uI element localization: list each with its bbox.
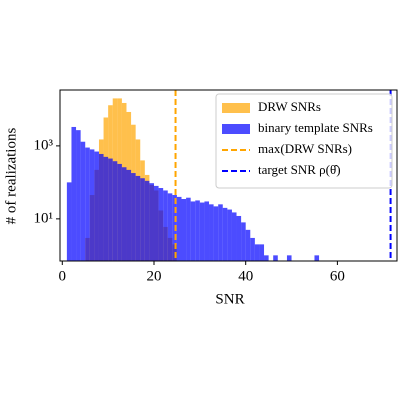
histogram-bar [213, 206, 219, 261]
histogram-bar [71, 126, 77, 261]
histogram-bar [80, 141, 86, 261]
legend-label: binary template SNRs [258, 120, 373, 135]
histogram-bar [254, 244, 260, 261]
histogram-bar [245, 229, 251, 261]
histogram-bar [85, 147, 90, 261]
histogram-bar [112, 161, 118, 261]
histogram-bar [227, 209, 232, 261]
histogram-bar [167, 193, 173, 261]
histogram-bar [195, 200, 200, 261]
histogram-bar [89, 149, 95, 261]
x-tick-label: 60 [330, 268, 345, 284]
histogram-bar [181, 199, 187, 261]
histogram-bar [190, 201, 196, 261]
histogram-bar [250, 237, 255, 261]
histogram-bar [149, 183, 154, 261]
histogram-bar [140, 178, 145, 261]
y-axis-label: # of realizations [3, 128, 19, 225]
histogram-bar [314, 255, 320, 261]
histogram-bar [98, 153, 104, 261]
histogram-bar [117, 163, 122, 261]
histogram-bar [121, 167, 127, 261]
x-tick-label: 0 [59, 268, 67, 284]
histogram-bar [163, 190, 168, 261]
histogram-bar [144, 180, 150, 261]
plot-frame [59, 89, 398, 262]
histogram-bar [241, 222, 246, 261]
y-tick-label: 10¹ [34, 210, 54, 226]
histogram-bar [103, 156, 109, 261]
histogram-bar [186, 197, 191, 261]
histogram-bar [209, 204, 214, 261]
histogram-bar [222, 207, 228, 261]
histogram-bar [108, 158, 113, 261]
histogram-bar [273, 255, 278, 261]
x-axis-label: SNR [215, 291, 244, 307]
histogram-bar [126, 169, 132, 261]
histogram-bar [231, 212, 237, 261]
histogram-bar [158, 188, 164, 261]
legend-swatch [222, 103, 250, 113]
histogram-bar [236, 215, 242, 261]
histogram-bar [135, 175, 141, 261]
histogram-bar [66, 182, 72, 261]
histogram-bar [153, 185, 159, 261]
legend-box [215, 93, 393, 189]
x-tick-label: 40 [238, 268, 253, 284]
x-tick-label: 20 [146, 268, 161, 284]
histogram-bar [176, 196, 182, 261]
y-tick-label: 10³ [34, 137, 54, 153]
legend-label: DRW SNRs [258, 99, 321, 114]
histogram-bar [199, 202, 205, 261]
legend-label: max(DRW SNRs) [258, 141, 352, 156]
histogram-bar [286, 255, 292, 261]
legend-swatch [222, 124, 250, 134]
histogram-bar [76, 130, 81, 261]
histogram-bar [259, 244, 265, 261]
histogram-bar [218, 204, 223, 261]
legend-label: target SNR ρ(θ̂) [258, 162, 341, 177]
histogram-bar [131, 173, 136, 261]
histogram-bar [94, 151, 99, 261]
histogram-bar [264, 255, 269, 261]
histogram-bar [204, 201, 210, 261]
